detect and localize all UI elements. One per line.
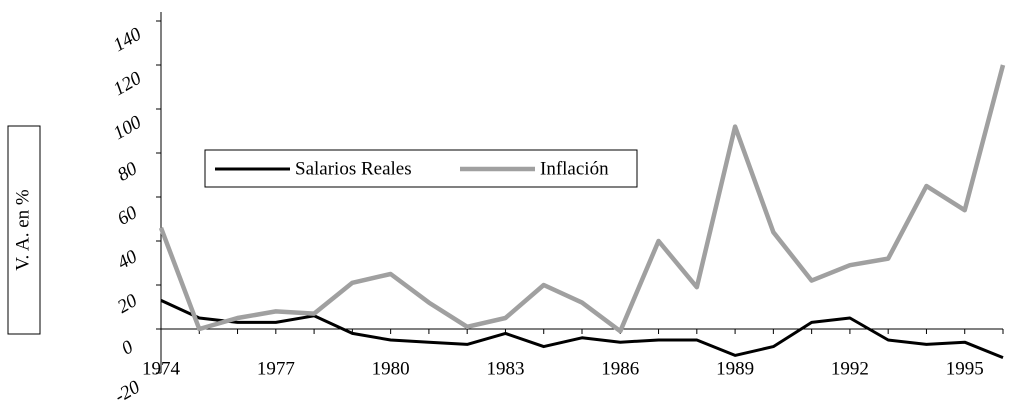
series-line xyxy=(158,64,1006,334)
y-tick-label: 120 xyxy=(110,68,146,101)
x-tick-label: 1986 xyxy=(601,358,639,379)
y-tick-label: 40 xyxy=(114,246,141,274)
y-tick-label: 0 xyxy=(118,336,137,359)
y-tick-label: 100 xyxy=(110,112,146,145)
legend-label: Inflación xyxy=(540,158,609,179)
x-tick-label: 1974 xyxy=(142,358,181,379)
y-axis-label: V. A. en % xyxy=(12,189,33,271)
y-tick-label: 20 xyxy=(114,290,141,318)
y-tick-label: 80 xyxy=(114,158,141,186)
y-label-box xyxy=(7,125,41,335)
y-tick-label: 140 xyxy=(110,24,146,57)
x-tick-label: 1983 xyxy=(486,358,524,379)
legend-label: Salarios Reales xyxy=(295,158,412,179)
x-tick-label: 1989 xyxy=(716,358,754,379)
y-tick-label: 60 xyxy=(114,202,141,230)
x-tick-label: 1995 xyxy=(946,358,984,379)
y-tick-label: -20 xyxy=(111,376,144,407)
x-tick-label: 1992 xyxy=(831,358,869,379)
series-line xyxy=(160,299,1004,359)
x-tick-label: 1977 xyxy=(257,358,295,379)
x-tick-label: 1980 xyxy=(372,358,410,379)
